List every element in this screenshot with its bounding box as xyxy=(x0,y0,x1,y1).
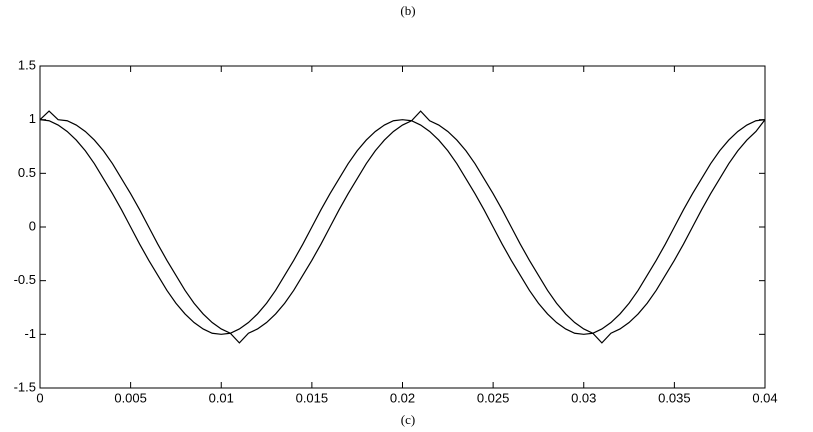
x-tick-label: 0 xyxy=(36,390,43,405)
y-tick-label: -1.5 xyxy=(14,379,36,394)
x-tick-label: 0.02 xyxy=(390,390,415,405)
line-series xyxy=(39,110,766,344)
x-tick-label: 0.01 xyxy=(209,390,234,405)
x-tick-label: 0.015 xyxy=(296,390,329,405)
y-tick-label: 0 xyxy=(29,218,36,233)
x-tick-label: 0.025 xyxy=(477,390,510,405)
x-tick-label: 0.035 xyxy=(658,390,691,405)
y-tick-label: -0.5 xyxy=(14,272,36,287)
line-series xyxy=(39,119,766,335)
y-tick-label: 1.5 xyxy=(18,57,36,72)
caption-bottom: (c) xyxy=(401,412,415,427)
x-tick-label: 0.005 xyxy=(114,390,147,405)
y-tick-label: 0.5 xyxy=(18,165,36,180)
y-tick-label: 1 xyxy=(29,111,36,126)
caption-top: (b) xyxy=(400,3,415,18)
x-tick-label: 0.03 xyxy=(571,390,596,405)
y-tick-label: -1 xyxy=(24,326,36,341)
x-tick-label: 0.04 xyxy=(752,390,777,405)
